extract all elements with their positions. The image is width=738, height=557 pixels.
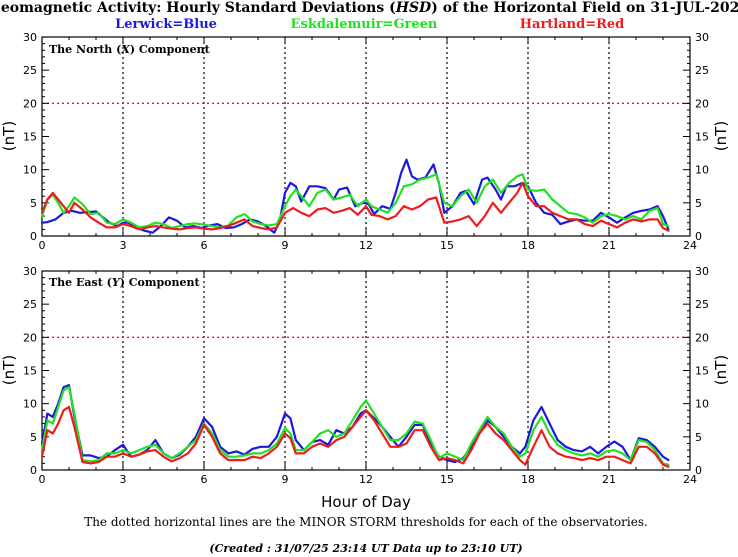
x-axis-label: Hour of Day (321, 493, 411, 511)
y-tick-label: 10 (23, 164, 37, 177)
series-line-hartland (40, 181, 670, 232)
x-tick-label: 21 (602, 239, 616, 252)
panel-frame (41, 270, 691, 471)
y-tick-label: 0 (30, 230, 37, 243)
y-axis-label-right: (nT) (712, 355, 730, 385)
x-tick-label: 18 (521, 239, 535, 252)
x-tick-label: 0 (39, 239, 46, 252)
y-tick-label: 25 (23, 64, 37, 77)
x-tick-label: 3 (120, 239, 127, 252)
panel-north-component: The North (X) Component (nT) (nT) 0 3 6 9 12… (0, 31, 730, 252)
y-tick-label-right: 20 (695, 331, 709, 344)
panel-title: The North (X) Component (49, 43, 211, 56)
panel-east-component: The East (Y) Component (nT) (nT) 0 3 6 9 12 1… (0, 265, 730, 486)
y-axis-label-left: (nT) (0, 121, 18, 151)
y-tick-label: 20 (23, 97, 37, 110)
y-tick-label-right: 10 (695, 398, 709, 411)
chart-title: Geomagnetic Activity: Hourly Standard De… (0, 0, 738, 16)
y-tick-label-right: 0 (695, 464, 702, 477)
y-tick-label-right: 20 (695, 97, 709, 110)
y-tick-label: 15 (23, 365, 37, 378)
y-tick-label-right: 25 (695, 64, 709, 77)
x-tick-label: 24 (683, 239, 697, 252)
x-tick-label: 0 (39, 473, 46, 486)
x-tick-label: 6 (201, 473, 208, 486)
threshold-note: The dotted horizontal lines are the MINO… (84, 515, 648, 529)
y-axis-label-left: (nT) (0, 355, 18, 385)
x-tick-label: 15 (440, 239, 454, 252)
y-tick-label: 30 (23, 265, 37, 278)
y-tick-label: 15 (23, 131, 37, 144)
x-tick-label: 24 (683, 473, 697, 486)
x-tick-label: 21 (602, 473, 616, 486)
legend-hartland: Hartland=Red (520, 17, 625, 32)
y-tick-label-right: 15 (695, 365, 709, 378)
series-line-hartland (40, 405, 670, 468)
x-tick-label: 15 (440, 473, 454, 486)
y-tick-label-right: 10 (695, 164, 709, 177)
y-axis-label-right: (nT) (712, 121, 730, 151)
y-tick-label-right: 30 (695, 265, 709, 278)
y-tick-label-right: 5 (695, 197, 702, 210)
y-tick-label: 5 (30, 197, 37, 210)
y-tick-label-right: 25 (695, 298, 709, 311)
legend-eskdalemuir: Eskdalemuir=Green (291, 17, 438, 32)
y-tick-label: 25 (23, 298, 37, 311)
y-tick-label: 0 (30, 464, 37, 477)
x-tick-label: 6 (201, 239, 208, 252)
legend-lerwick: Lerwick=Blue (115, 17, 217, 32)
x-tick-label: 12 (359, 239, 373, 252)
x-tick-label: 9 (282, 473, 289, 486)
y-tick-label-right: 15 (695, 131, 709, 144)
x-tick-label: 9 (282, 239, 289, 252)
series-line-eskdalemuir (40, 173, 670, 230)
series-line-eskdalemuir (40, 386, 670, 466)
y-tick-label: 20 (23, 331, 37, 344)
x-tick-label: 3 (120, 473, 127, 486)
y-tick-label: 30 (23, 31, 37, 44)
x-tick-label: 12 (359, 473, 373, 486)
series-line-lerwick (40, 158, 670, 234)
x-tick-label: 18 (521, 473, 535, 486)
y-tick-label-right: 30 (695, 31, 709, 44)
y-tick-label-right: 5 (695, 431, 702, 444)
created-timestamp: (Created : 31/07/25 23:14 UT Data up to … (209, 542, 522, 555)
y-tick-label: 10 (23, 398, 37, 411)
y-tick-label: 5 (30, 431, 37, 444)
y-tick-label-right: 0 (695, 230, 702, 243)
panel-title: The East (Y) Component (49, 276, 200, 289)
